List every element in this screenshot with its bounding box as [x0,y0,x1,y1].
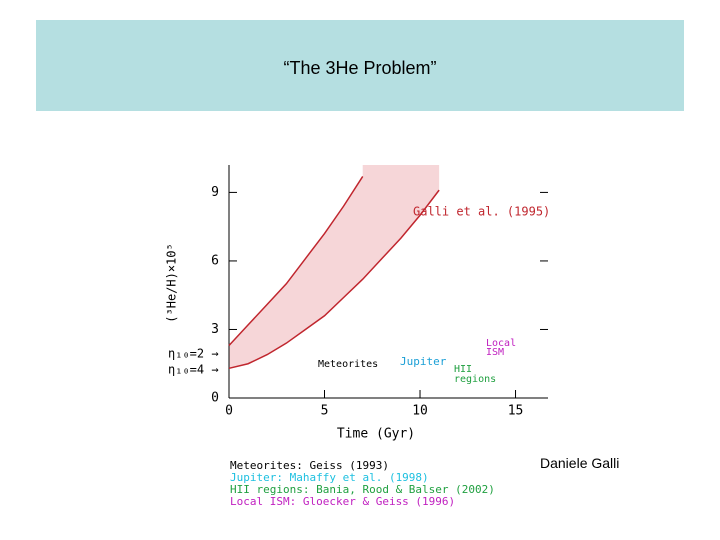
y-tick-label: 0 [211,391,219,406]
slide-title: “The 3He Problem” [283,58,437,78]
x-axis-label: Time (Gyr) [337,427,415,442]
reference: Meteorites: Geiss (1993) [230,459,389,472]
annotation: HII [454,364,472,375]
x-tick-label: 5 [321,404,329,419]
header: “The 3He Problem” [36,20,684,111]
y-tick-label: 6 [211,253,219,268]
annotation: Local [486,338,516,349]
annotation: Meteorites [318,359,378,370]
y-axis-label: (³He/H)×10⁵ [165,243,179,322]
x-tick-label: 10 [412,404,428,419]
x-tick-label: 0 [225,404,233,419]
y-tick-label: 3 [211,322,219,337]
annotation: Galli et al. (1995) [413,205,550,219]
annotation: ISM [486,347,504,358]
reference: Local ISM: Gloecker & Geiss (1996) [230,495,455,508]
reference: Jupiter: Mahaffy et al. (1998) [230,471,429,484]
annotation: η₁₀=2 → [168,347,219,361]
author: Daniele Galli [540,455,620,471]
y-tick-label: 9 [211,185,219,200]
annotation: η₁₀=4 → [168,363,219,377]
band [229,165,440,369]
x-tick-label: 15 [508,404,524,419]
annotation: Jupiter [400,355,447,368]
curve [228,189,440,370]
reference: HII regions: Bania, Rood & Balser (2002) [230,483,495,496]
annotation: regions [454,374,496,385]
curve [228,176,364,346]
